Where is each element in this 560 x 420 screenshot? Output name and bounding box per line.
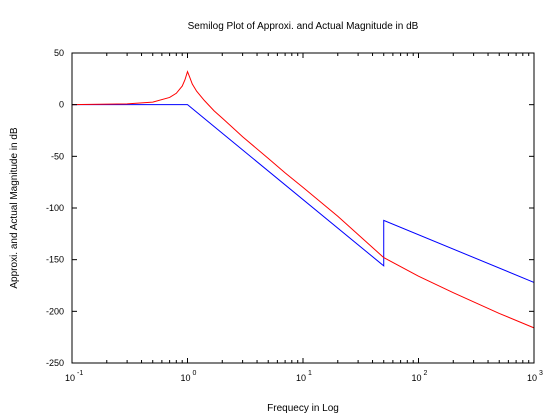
chart-title: Semilog Plot of Approxi. and Actual Magn…	[188, 21, 419, 32]
x-tick-label-exponent: 0	[193, 370, 197, 377]
x-tick-label: 10	[296, 373, 306, 383]
x-axis-label: Frequecy in Log	[267, 403, 339, 414]
y-tick-label: -150	[46, 255, 64, 265]
x-tick-label: 10	[65, 373, 75, 383]
y-tick-label: -250	[46, 358, 64, 368]
y-axis-label: Approxi. and Actual Magnitude in dB	[9, 127, 20, 289]
series-2-line	[71, 70, 535, 329]
x-tick-label: 10	[527, 373, 537, 383]
y-tick-label: -200	[46, 306, 64, 316]
plot-frame	[71, 52, 535, 364]
y-tick-label: 0	[59, 100, 64, 110]
y-tick-label: 50	[54, 48, 64, 58]
x-tick-label-exponent: 2	[424, 370, 428, 377]
y-tick-label: -50	[51, 151, 64, 161]
x-tick-label: 10	[180, 373, 190, 383]
y-tick-label: -100	[46, 203, 64, 213]
x-tick-label-exponent: 3	[539, 370, 543, 377]
x-tick-label-exponent: -1	[77, 370, 83, 377]
x-tick-label: 10	[411, 373, 421, 383]
series-1-line	[72, 104, 535, 283]
series-layer	[71, 70, 535, 329]
x-tick-label-exponent: 1	[308, 370, 312, 377]
